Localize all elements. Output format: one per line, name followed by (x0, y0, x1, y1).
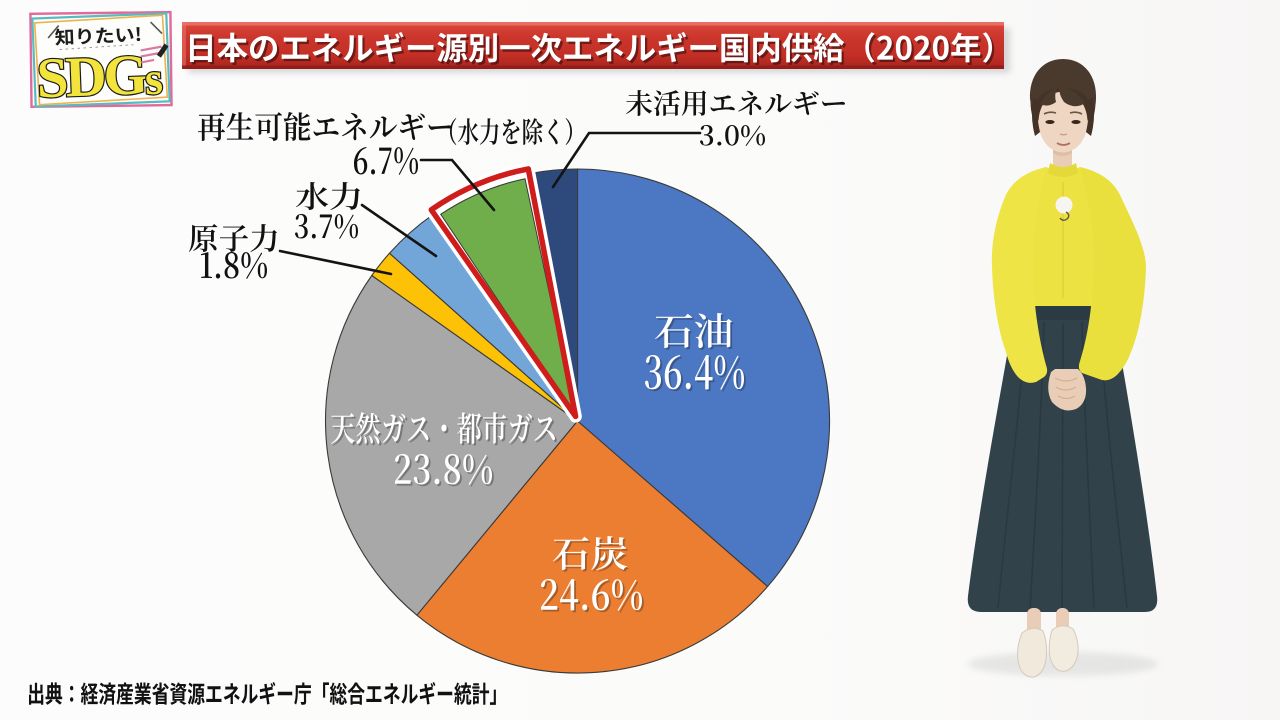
svg-text:SDGs: SDGs (35, 43, 163, 111)
